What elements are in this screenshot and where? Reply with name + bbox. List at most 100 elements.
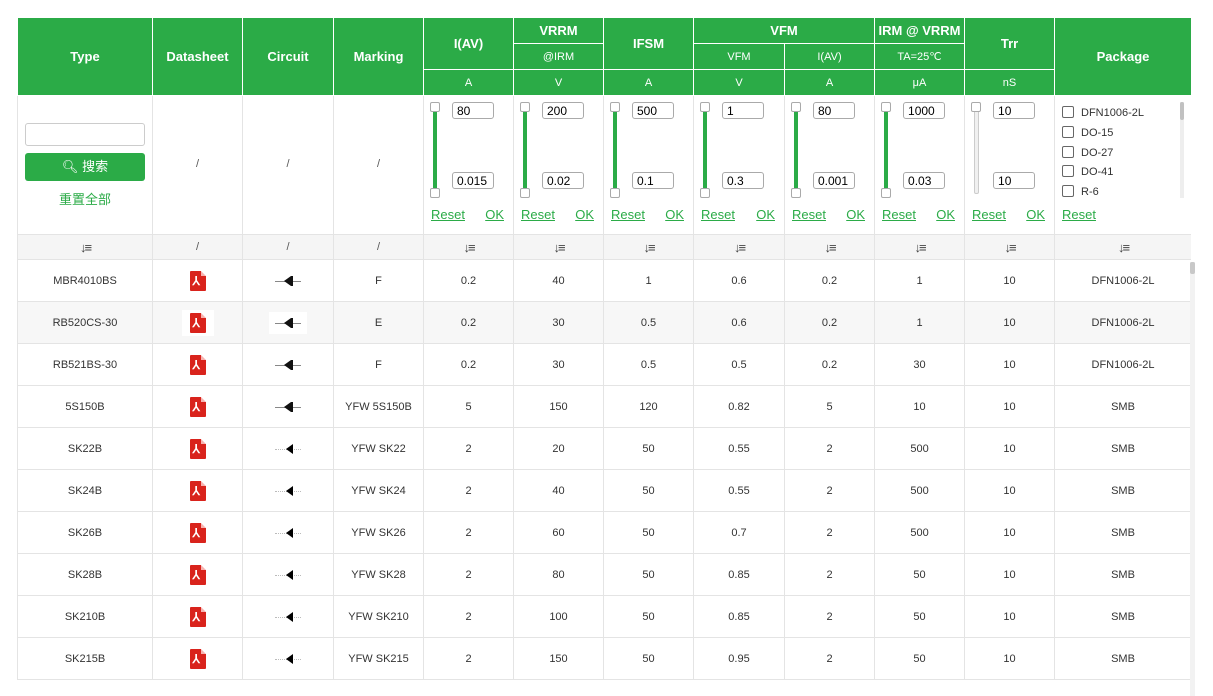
sort-icon[interactable]: ↓≡ bbox=[463, 239, 475, 255]
col-ifsm[interactable]: IFSM bbox=[603, 17, 694, 70]
sort-icon[interactable]: ↓≡ bbox=[824, 239, 836, 255]
scrollbar-thumb[interactable] bbox=[1190, 262, 1195, 274]
irm-reset-link[interactable]: Reset bbox=[882, 207, 916, 222]
vfm-min-input[interactable]: 0.3 bbox=[722, 172, 764, 189]
col-trr[interactable]: Trr bbox=[964, 17, 1056, 70]
trr-min-input[interactable]: 10 bbox=[993, 172, 1036, 189]
slider-min-handle[interactable] bbox=[791, 188, 801, 198]
trr-ok-link[interactable]: OK bbox=[1026, 207, 1046, 222]
sort-vrrm-cell[interactable]: ↓≡ bbox=[513, 234, 604, 260]
checkbox-icon[interactable] bbox=[1062, 106, 1075, 118]
sort-ifsm-cell[interactable]: ↓≡ bbox=[603, 234, 694, 260]
sort-iav-cell[interactable]: ↓≡ bbox=[423, 234, 514, 260]
sort-vfm-cell[interactable]: ↓≡ bbox=[693, 234, 785, 260]
vrrm-reset-link[interactable]: Reset bbox=[521, 207, 555, 222]
pdf-icon[interactable] bbox=[189, 270, 206, 291]
vfm-max-input[interactable]: 1 bbox=[722, 102, 764, 119]
package-option[interactable]: DO-15 bbox=[1062, 123, 1178, 143]
vfm-iav-range-slider[interactable] bbox=[791, 102, 801, 198]
pdf-icon[interactable] bbox=[189, 522, 206, 543]
iav-ok-link[interactable]: OK bbox=[485, 207, 504, 222]
sort-package-cell[interactable]: ↓≡ bbox=[1054, 234, 1191, 260]
sort-type-cell[interactable]: ↓≡ bbox=[17, 234, 153, 260]
cell-type[interactable]: RB520CS-30 bbox=[17, 301, 153, 344]
trr-max-input[interactable]: 10 bbox=[993, 102, 1036, 119]
ifsm-min-input[interactable]: 0.1 bbox=[632, 172, 674, 189]
package-option[interactable]: DFN1006-2L bbox=[1062, 103, 1178, 123]
pdf-icon[interactable] bbox=[189, 480, 206, 501]
search-button[interactable]: 🔍︎ 搜索 bbox=[25, 153, 145, 181]
slider-max-handle[interactable] bbox=[881, 102, 892, 112]
slider-max-handle[interactable] bbox=[700, 102, 710, 112]
vrrm-min-input[interactable]: 0.02 bbox=[542, 172, 584, 189]
col-datasheet[interactable]: Datasheet bbox=[152, 17, 243, 96]
sort-icon[interactable]: ↓≡ bbox=[1004, 239, 1016, 255]
col-marking[interactable]: Marking bbox=[333, 17, 424, 96]
slider-max-handle[interactable] bbox=[430, 102, 440, 112]
ifsm-range-slider[interactable] bbox=[610, 102, 620, 198]
pdf-icon[interactable] bbox=[189, 564, 206, 585]
vfm-reset-link[interactable]: Reset bbox=[701, 207, 735, 222]
slider-min-handle[interactable] bbox=[700, 188, 710, 198]
slider-max-handle[interactable] bbox=[520, 102, 530, 112]
trr-reset-link[interactable]: Reset bbox=[972, 207, 1006, 222]
sort-trr-cell[interactable]: ↓≡ bbox=[964, 234, 1056, 260]
ifsm-ok-link[interactable]: OK bbox=[665, 207, 684, 222]
ifsm-max-input[interactable]: 500 bbox=[632, 102, 674, 119]
slider-min-handle[interactable] bbox=[430, 188, 440, 198]
sort-icon[interactable]: ↓≡ bbox=[733, 239, 746, 255]
cell-type[interactable]: SK210B bbox=[17, 595, 153, 638]
sort-icon[interactable]: ↓≡ bbox=[914, 239, 926, 255]
vfm-iav-reset-link[interactable]: Reset bbox=[792, 207, 826, 222]
slider-max-handle[interactable] bbox=[610, 102, 620, 112]
slider-min-handle[interactable] bbox=[520, 188, 530, 198]
slider-max-handle[interactable] bbox=[971, 102, 982, 112]
sort-icon[interactable]: ↓≡ bbox=[1117, 239, 1130, 255]
cell-type[interactable]: SK26B bbox=[17, 511, 153, 554]
checkbox-icon[interactable] bbox=[1062, 145, 1075, 158]
sort-irm-cell[interactable]: ↓≡ bbox=[874, 234, 966, 260]
col-irm[interactable]: IRM @ VRRM bbox=[874, 17, 966, 44]
sort-vfm-iav-cell[interactable]: ↓≡ bbox=[783, 234, 876, 260]
col-vrrm[interactable]: VRRM bbox=[513, 17, 604, 44]
pdf-icon[interactable] bbox=[189, 438, 206, 459]
col-vfm-iav-sub[interactable]: I(AV) bbox=[783, 43, 876, 70]
col-type[interactable]: Type bbox=[17, 17, 153, 96]
iav-range-slider[interactable] bbox=[430, 102, 440, 198]
vrrm-ok-link[interactable]: OK bbox=[575, 207, 594, 222]
irm-ok-link[interactable]: OK bbox=[936, 207, 956, 222]
cell-type[interactable]: SK24B bbox=[17, 469, 153, 512]
trr-range-slider[interactable] bbox=[971, 102, 982, 194]
package-reset-link[interactable]: Reset bbox=[1062, 207, 1096, 222]
vfm-iav-min-input[interactable]: 0.001 bbox=[813, 172, 855, 189]
checkbox-icon[interactable] bbox=[1062, 185, 1075, 198]
cell-type[interactable]: 5S150B bbox=[17, 385, 153, 428]
package-list-scrollbar[interactable] bbox=[1180, 102, 1185, 198]
cell-type[interactable]: SK22B bbox=[17, 427, 153, 470]
col-vfm-sub[interactable]: VFM bbox=[693, 43, 785, 70]
package-option[interactable]: DO-41 bbox=[1062, 162, 1178, 182]
vfm-iav-ok-link[interactable]: OK bbox=[846, 207, 866, 222]
checkbox-icon[interactable] bbox=[1062, 165, 1075, 178]
col-package[interactable]: Package bbox=[1054, 17, 1191, 96]
cell-type[interactable]: SK215B bbox=[17, 637, 153, 680]
col-circuit[interactable]: Circuit bbox=[242, 17, 334, 96]
package-option[interactable]: DO-27 bbox=[1062, 143, 1178, 163]
slider-min-handle[interactable] bbox=[881, 188, 892, 198]
reset-all-link[interactable]: 重置全部 bbox=[58, 192, 111, 207]
checkbox-icon[interactable] bbox=[1062, 125, 1075, 138]
slider-max-handle[interactable] bbox=[791, 102, 801, 112]
pdf-icon[interactable] bbox=[189, 606, 206, 627]
vfm-ok-link[interactable]: OK bbox=[756, 207, 775, 222]
sort-icon[interactable]: ↓≡ bbox=[643, 239, 655, 255]
iav-min-input[interactable]: 0.015 bbox=[452, 172, 494, 189]
pdf-icon[interactable] bbox=[189, 354, 206, 375]
